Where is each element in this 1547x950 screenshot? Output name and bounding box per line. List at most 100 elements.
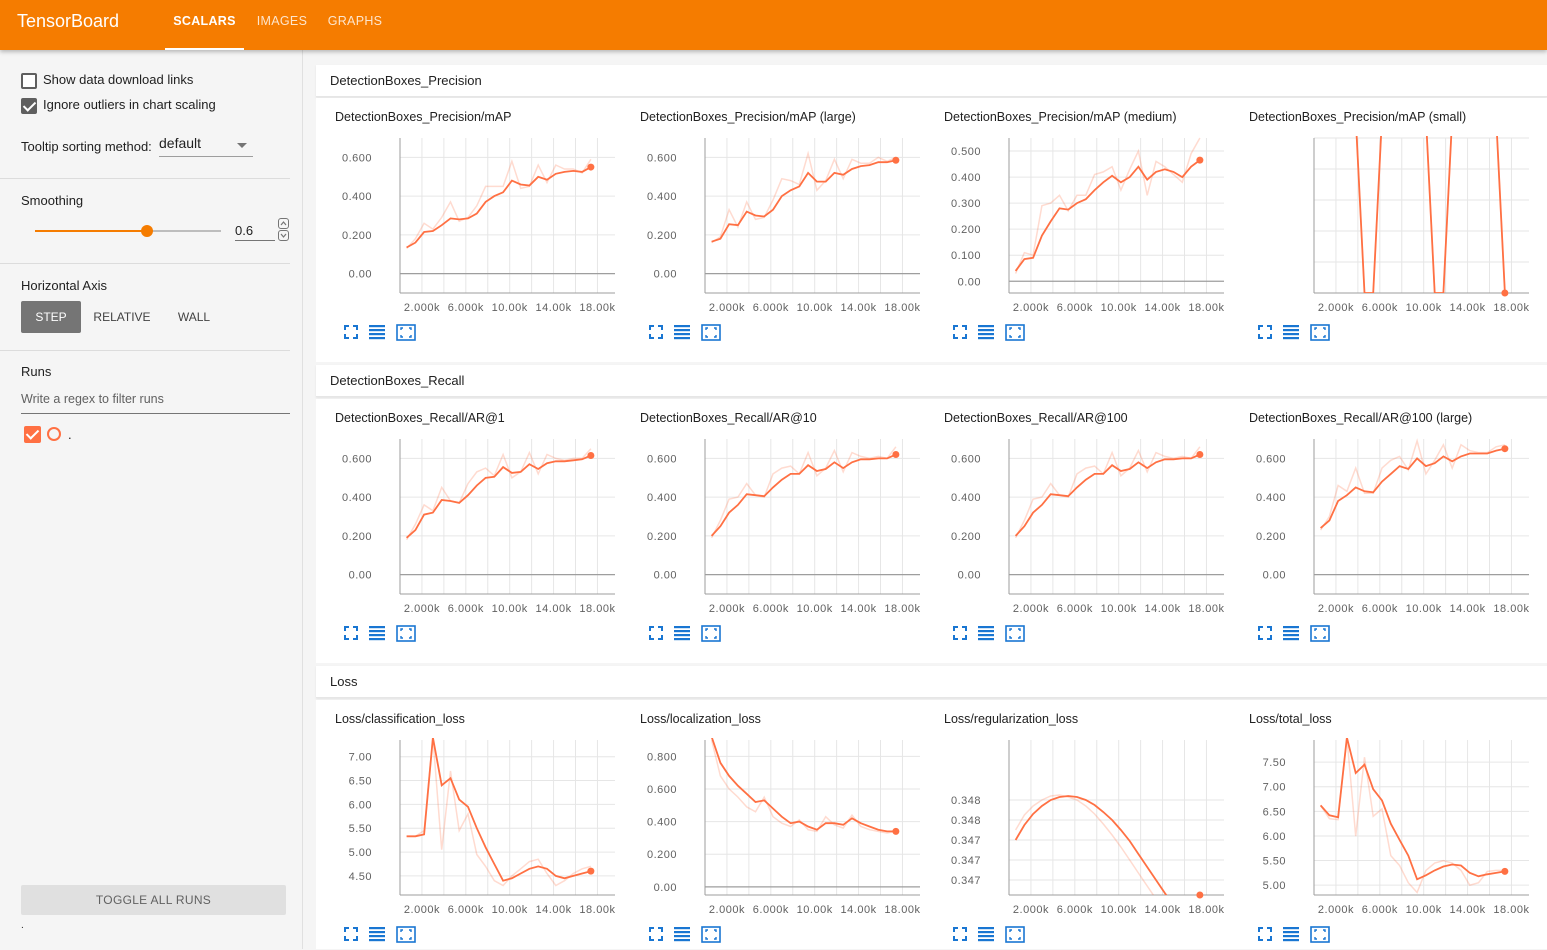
raw-series-line (406, 738, 592, 887)
ignore-outliers-checkbox[interactable] (21, 97, 37, 114)
x-tick-label: 18.00k (1493, 302, 1529, 314)
fullscreen-icon[interactable] (648, 926, 666, 944)
x-tick-label: 6.000k (753, 904, 789, 916)
tab-graphs[interactable]: GRAPHS (327, 14, 383, 28)
y-tick-label: 0.400 (951, 492, 981, 504)
smoothing-spinner[interactable] (278, 218, 289, 242)
axis-wall-button[interactable]: WALL (177, 310, 211, 324)
smoothed-series-line (1014, 795, 1168, 895)
fullscreen-icon[interactable] (343, 625, 361, 643)
y-tick-label: 0.400 (951, 172, 981, 184)
raw-series-line (710, 446, 897, 539)
fullscreen-icon[interactable] (648, 625, 666, 643)
show-download-links-checkbox[interactable] (21, 72, 37, 89)
toggle-log-scale-icon[interactable] (977, 625, 995, 643)
ignore-outliers-row[interactable]: Ignore outliers in chart scaling (21, 97, 216, 114)
smoothed-series-line (1355, 136, 1506, 293)
smoothing-slider[interactable] (35, 225, 221, 237)
toggle-log-scale-icon[interactable] (977, 324, 995, 342)
group-header-precision[interactable]: DetectionBoxes_Precision (316, 65, 1547, 97)
x-tick-label: 18.00k (579, 603, 615, 615)
tooltip-sorting-select[interactable]: default (159, 135, 253, 157)
fullscreen-icon[interactable] (648, 324, 666, 342)
y-tick-label: 5.00 (349, 847, 372, 859)
fullscreen-icon[interactable] (1257, 625, 1275, 643)
toggle-log-scale-icon[interactable] (368, 625, 386, 643)
y-tick-label: 0.600 (647, 784, 677, 796)
last-point-marker (892, 156, 900, 164)
x-tick-label: 14.00k (1450, 302, 1486, 314)
toggle-log-scale-icon[interactable] (1282, 625, 1300, 643)
fullscreen-icon[interactable] (952, 625, 970, 643)
y-tick-label: 0.200 (342, 230, 372, 242)
fullscreen-icon[interactable] (1257, 324, 1275, 342)
run-checkbox[interactable] (24, 426, 41, 443)
chart-title: DetectionBoxes_Recall/AR@10 (640, 411, 817, 425)
fit-domain-icon[interactable] (1005, 926, 1025, 944)
fullscreen-icon[interactable] (952, 324, 970, 342)
chart-title: DetectionBoxes_Precision/mAP (large) (640, 110, 856, 124)
smoothing-input[interactable]: 0.6 (235, 221, 275, 241)
fit-domain-icon[interactable] (1310, 324, 1330, 342)
smoothing-slider-handle[interactable] (140, 225, 153, 237)
y-tick-label: 0.600 (342, 152, 372, 164)
run-color-swatch[interactable] (47, 427, 61, 441)
smoothed-series-line (710, 453, 897, 537)
y-tick-label: 6.00 (1263, 831, 1286, 843)
fit-domain-icon[interactable] (396, 625, 416, 643)
toggle-log-scale-icon[interactable] (368, 324, 386, 342)
fit-domain-icon[interactable] (1310, 625, 1330, 643)
x-tick-label: 10.00k (1101, 904, 1137, 916)
show-download-links-row[interactable]: Show data download links (21, 72, 193, 89)
fit-domain-icon[interactable] (1310, 926, 1330, 944)
chart-title: Loss/total_loss (1249, 712, 1332, 726)
smoothed-series-line (1014, 159, 1201, 272)
group-body-loss: Loss/classification_loss 4.50 5.00 5.50 6.00… (316, 700, 1547, 949)
toggle-log-scale-icon[interactable] (368, 926, 386, 944)
fit-domain-icon[interactable] (701, 926, 721, 944)
fit-domain-icon[interactable] (1005, 625, 1025, 643)
tab-images[interactable]: IMAGES (256, 14, 308, 28)
axis-relative-button[interactable]: RELATIVE (93, 310, 151, 324)
group-header-recall[interactable]: DetectionBoxes_Recall (316, 365, 1547, 397)
x-tick-label: 2.000k (404, 904, 440, 916)
fit-domain-icon[interactable] (701, 625, 721, 643)
group-header-loss[interactable]: Loss (316, 666, 1547, 698)
y-tick-label: 0.00 (349, 269, 372, 281)
raw-series-line (711, 150, 897, 244)
spin-up-icon[interactable] (278, 218, 289, 229)
fit-domain-icon[interactable] (701, 324, 721, 342)
toggle-log-scale-icon[interactable] (673, 926, 691, 944)
tab-scalars[interactable]: SCALARS (165, 0, 244, 50)
main-content: DetectionBoxes_Precision DetectionBoxes_… (316, 50, 1547, 949)
fullscreen-icon[interactable] (952, 926, 970, 944)
fullscreen-icon[interactable] (343, 324, 361, 342)
chart-card: DetectionBoxes_Recall/AR@10 0.00 0.200 0.40… (621, 399, 921, 649)
line-chart: 0.00 0.200 0.400 0.600 2.000k 6.000k 10.00k 14.… (1256, 438, 1529, 615)
run-filter-input[interactable]: Write a regex to filter runs (21, 392, 290, 414)
toggle-log-scale-icon[interactable] (977, 926, 995, 944)
axis-step-button[interactable]: STEP (21, 301, 81, 333)
raw-series-line (1319, 438, 1506, 531)
x-tick-label: 10.00k (797, 904, 833, 916)
fullscreen-icon[interactable] (343, 926, 361, 944)
toggle-log-scale-icon[interactable] (1282, 926, 1300, 944)
toggle-log-scale-icon[interactable] (673, 625, 691, 643)
y-tick-label: 6.50 (1263, 806, 1286, 818)
y-tick-label: 0.00 (349, 570, 372, 582)
y-tick-label: 0.348 (951, 815, 981, 827)
toggle-all-runs-button[interactable]: TOGGLE ALL RUNS (21, 885, 286, 915)
fullscreen-icon[interactable] (1257, 926, 1275, 944)
y-tick-label: 0.400 (342, 492, 372, 504)
fit-domain-icon[interactable] (396, 926, 416, 944)
fit-domain-icon[interactable] (1005, 324, 1025, 342)
last-point-marker (1196, 156, 1204, 164)
toggle-log-scale-icon[interactable] (673, 324, 691, 342)
fit-domain-icon[interactable] (396, 324, 416, 342)
plot-area (406, 158, 592, 249)
spin-down-icon[interactable] (278, 230, 289, 241)
chart-title: DetectionBoxes_Recall/AR@1 (335, 411, 505, 425)
toggle-log-scale-icon[interactable] (1282, 324, 1300, 342)
x-tick-label: 18.00k (1493, 904, 1529, 916)
smoothed-series-line (711, 738, 896, 833)
